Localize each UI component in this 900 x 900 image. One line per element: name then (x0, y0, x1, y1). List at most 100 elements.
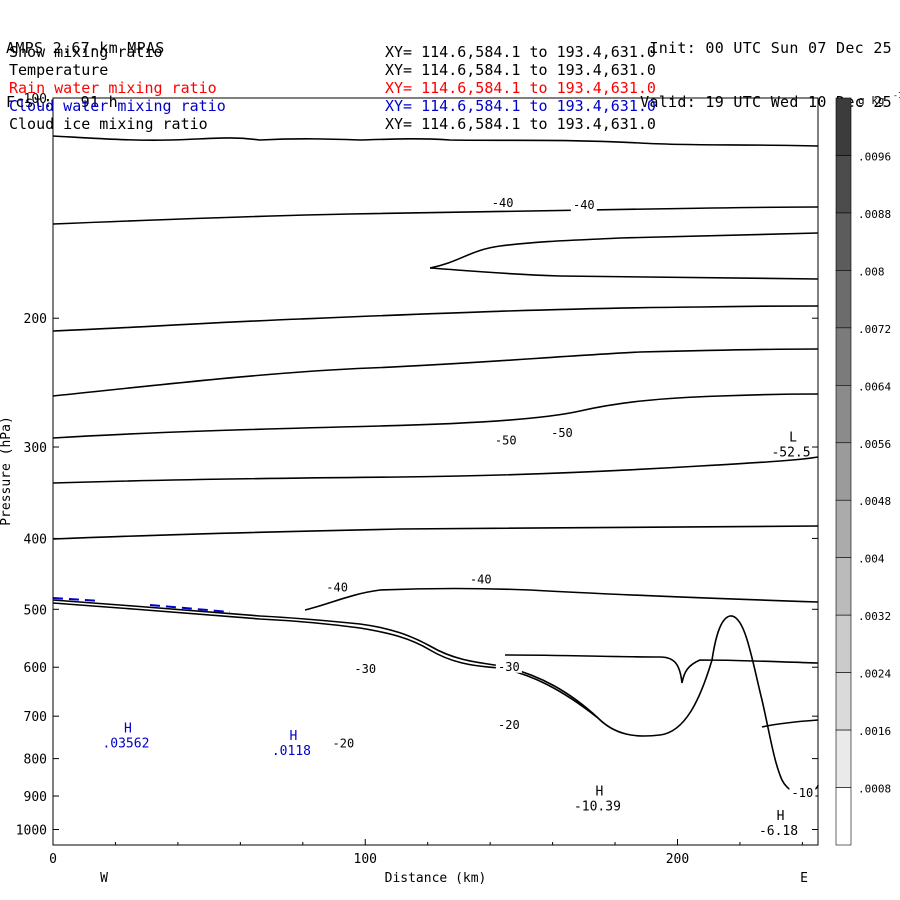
colorbar-label: .0088 (858, 208, 891, 221)
colorbar-cell (835, 97, 852, 156)
contour-label: -30 (354, 662, 376, 676)
colorbar-label: .0016 (858, 725, 891, 738)
colorbar-label: .0024 (858, 668, 891, 681)
temperature-contour (429, 232, 819, 269)
field-row: Cloud ice mixing ratio XY= 114.6,584.1 t… (9, 115, 656, 133)
colorbar-label: .0072 (858, 323, 891, 336)
colorbar-label: .0048 (858, 495, 891, 508)
contour-label: -40 (470, 572, 492, 586)
y-tick-label: 200 (24, 312, 47, 327)
extremum-marker: L (789, 431, 797, 446)
y-tick-label: 800 (24, 753, 47, 768)
field-xy: XY= 114.6,584.1 to 193.4,631.0 (385, 61, 656, 79)
contour-label: -20 (333, 737, 355, 751)
contour-label: -40 (573, 198, 595, 212)
contour-label: -50 (495, 434, 517, 448)
extremum-value: .03562 (102, 737, 149, 752)
forecast-hour: Fcst: 91 h (6, 93, 118, 111)
west-label: W (100, 871, 108, 886)
contour-label: -30 (498, 660, 520, 674)
field-name: Cloud water mixing ratio (9, 97, 226, 115)
colorbar-unit: g kg (858, 94, 885, 107)
cloud-water-contour (149, 604, 231, 613)
temperature-contour (52, 348, 819, 397)
y-tick-label: 700 (24, 710, 47, 725)
x-tick-label: 0 (49, 852, 57, 867)
colorbar-cell (835, 557, 852, 616)
model-name: AMPS 2.67-km MPAS (6, 39, 165, 57)
colorbar-cell (835, 787, 852, 846)
temperature-contour (597, 615, 819, 795)
y-tick-label: 300 (24, 441, 47, 456)
colorbar-label: .0064 (858, 380, 891, 393)
colorbar-cell (835, 327, 852, 386)
extremum-value: -6.18 (759, 824, 798, 839)
contour-label-bg (789, 784, 816, 799)
field-row: Snow mixing ratio XY= 114.6,584.1 to 193… (9, 43, 656, 61)
temperature-contour (52, 135, 819, 147)
temperature-contour (52, 305, 819, 332)
extremum-value: -52.5 (771, 446, 810, 461)
colorbar-label: .0032 (858, 610, 891, 623)
colorbar-cell (835, 385, 852, 444)
y-tick-label: 100 (24, 92, 47, 107)
contour-label-bg (492, 432, 519, 447)
extremum-marker: H (124, 722, 132, 737)
header-left: AMPS 2.67-km MPAS Fcst: 91 h (6, 3, 165, 129)
y-tick-label: 900 (24, 790, 47, 805)
colorbar-label: .004 (858, 553, 885, 566)
field-row: Temperature XY= 114.6,584.1 to 193.4,631… (9, 61, 656, 79)
colorbar-label: .0056 (858, 438, 891, 451)
colorbar-cell (835, 672, 852, 731)
temperature-contour (304, 587, 819, 611)
x-tick-label: 200 (666, 852, 689, 867)
temperature-contour (52, 206, 819, 225)
contour-label: -40 (326, 581, 348, 595)
field-xy: XY= 114.6,584.1 to 193.4,631.0 (385, 79, 656, 97)
extremum-marker: H (290, 729, 298, 744)
field-name: Snow mixing ratio (9, 43, 163, 61)
contour-label-bg (467, 571, 494, 586)
extremum-value: -10.39 (574, 799, 621, 814)
contour-label-bg (548, 425, 575, 440)
contour-label-bg (352, 660, 379, 675)
plot-frame (52, 97, 819, 846)
contour-label: -20 (498, 718, 520, 732)
colorbar-cell (835, 270, 852, 329)
field-list: Snow mixing ratio XY= 114.6,584.1 to 193… (9, 43, 656, 133)
temperature-contour (52, 525, 819, 540)
x-tick-label: 100 (354, 852, 377, 867)
colorbar-cell (835, 155, 852, 214)
field-name: Cloud ice mixing ratio (9, 115, 208, 133)
y-tick-label: 600 (24, 661, 47, 676)
colorbar-cell (835, 442, 852, 501)
field-xy: XY= 114.6,584.1 to 193.4,631.0 (385, 115, 656, 133)
contour-label-bg (570, 197, 597, 212)
contour-label-bg (495, 658, 522, 673)
y-tick-label: 1000 (16, 824, 47, 839)
contour-label-bg (495, 716, 522, 731)
colorbar-label: .008 (858, 265, 885, 278)
contour-label-bg (330, 735, 357, 750)
field-xy: XY= 114.6,584.1 to 193.4,631.0 (385, 97, 656, 115)
contour-label: -50 (551, 426, 573, 440)
field-xy: XY= 114.6,584.1 to 193.4,631.0 (385, 43, 656, 61)
cloud-water-contour (52, 597, 101, 602)
temperature-contour (52, 456, 819, 484)
colorbar-unit-exponent: -1 (893, 91, 900, 100)
x-axis-label: Distance (km) (385, 871, 487, 886)
contour-label: -10 (792, 786, 814, 800)
contour-label-bg (489, 194, 516, 209)
colorbar-label: .0096 (858, 150, 891, 163)
temperature-contour (761, 719, 819, 728)
init-time: Init: 00 UTC Sun 07 Dec 25 (649, 39, 892, 57)
temperature-contour (504, 654, 819, 684)
east-label: E (800, 871, 808, 886)
colorbar-cell (835, 499, 852, 558)
contour-label-bg (324, 579, 351, 594)
y-tick-label: 500 (24, 603, 47, 618)
colorbar-cell (835, 729, 852, 788)
colorbar-cell (835, 614, 852, 673)
extremum-marker: H (596, 784, 604, 799)
